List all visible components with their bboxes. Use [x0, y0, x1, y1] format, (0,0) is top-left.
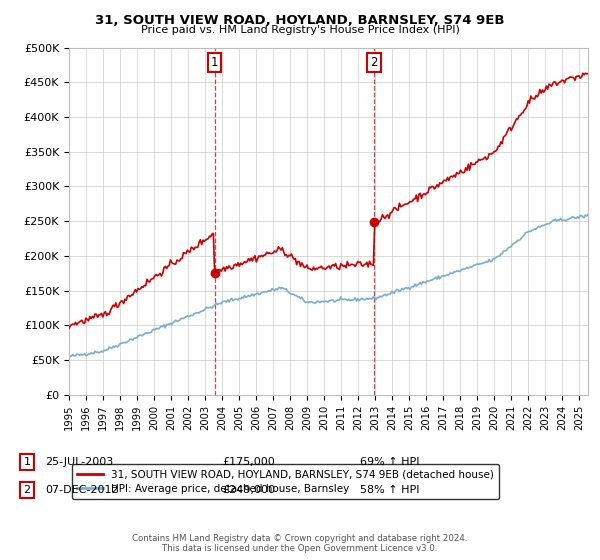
Text: 31, SOUTH VIEW ROAD, HOYLAND, BARNSLEY, S74 9EB: 31, SOUTH VIEW ROAD, HOYLAND, BARNSLEY, …: [95, 14, 505, 27]
Text: 69% ↑ HPI: 69% ↑ HPI: [360, 457, 419, 467]
Text: 07-DEC-2012: 07-DEC-2012: [45, 485, 119, 495]
Text: 1: 1: [211, 57, 218, 69]
Text: £249,000: £249,000: [222, 485, 275, 495]
Text: £175,000: £175,000: [222, 457, 275, 467]
Text: 2: 2: [370, 57, 377, 69]
Text: 25-JUL-2003: 25-JUL-2003: [45, 457, 113, 467]
Text: 58% ↑ HPI: 58% ↑ HPI: [360, 485, 419, 495]
Text: 1: 1: [23, 457, 31, 467]
Legend: 31, SOUTH VIEW ROAD, HOYLAND, BARNSLEY, S74 9EB (detached house), HPI: Average p: 31, SOUTH VIEW ROAD, HOYLAND, BARNSLEY, …: [71, 464, 499, 499]
Text: Price paid vs. HM Land Registry's House Price Index (HPI): Price paid vs. HM Land Registry's House …: [140, 25, 460, 35]
Text: Contains HM Land Registry data © Crown copyright and database right 2024.
This d: Contains HM Land Registry data © Crown c…: [132, 534, 468, 553]
Text: 2: 2: [23, 485, 31, 495]
